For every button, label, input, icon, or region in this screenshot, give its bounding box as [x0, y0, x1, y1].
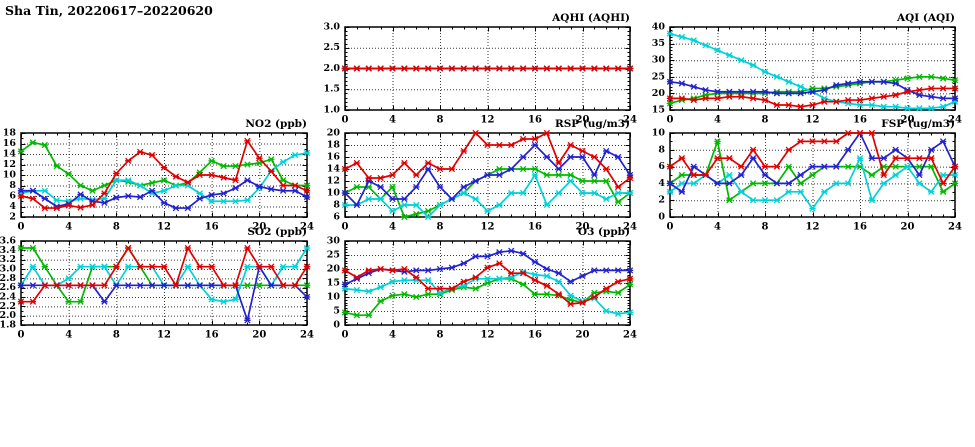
- no2-plot-canvas: [0, 117, 321, 241]
- aqhi-plot-canvas: [311, 11, 644, 134]
- chart-rsp: RSP (ug/m3): [311, 117, 644, 241]
- chart-aqi: AQI (AQI): [636, 11, 969, 134]
- chart-o3: O3 (ppb): [311, 225, 644, 349]
- page-title: Sha Tin, 20220617–20220620: [5, 3, 213, 18]
- chart-no2: NO2 (ppb): [0, 117, 321, 241]
- chart-aqhi: AQHI (AQHI): [311, 11, 644, 134]
- chart-so2: SO2 (ppb): [0, 225, 321, 349]
- chart-fsp: FSP (ug/m3): [636, 117, 969, 241]
- aqi-plot-canvas: [636, 11, 969, 134]
- o3-plot-canvas: [311, 225, 644, 349]
- rsp-plot-canvas: [311, 117, 644, 241]
- fsp-plot-canvas: [636, 117, 969, 241]
- so2-plot-canvas: [0, 225, 321, 349]
